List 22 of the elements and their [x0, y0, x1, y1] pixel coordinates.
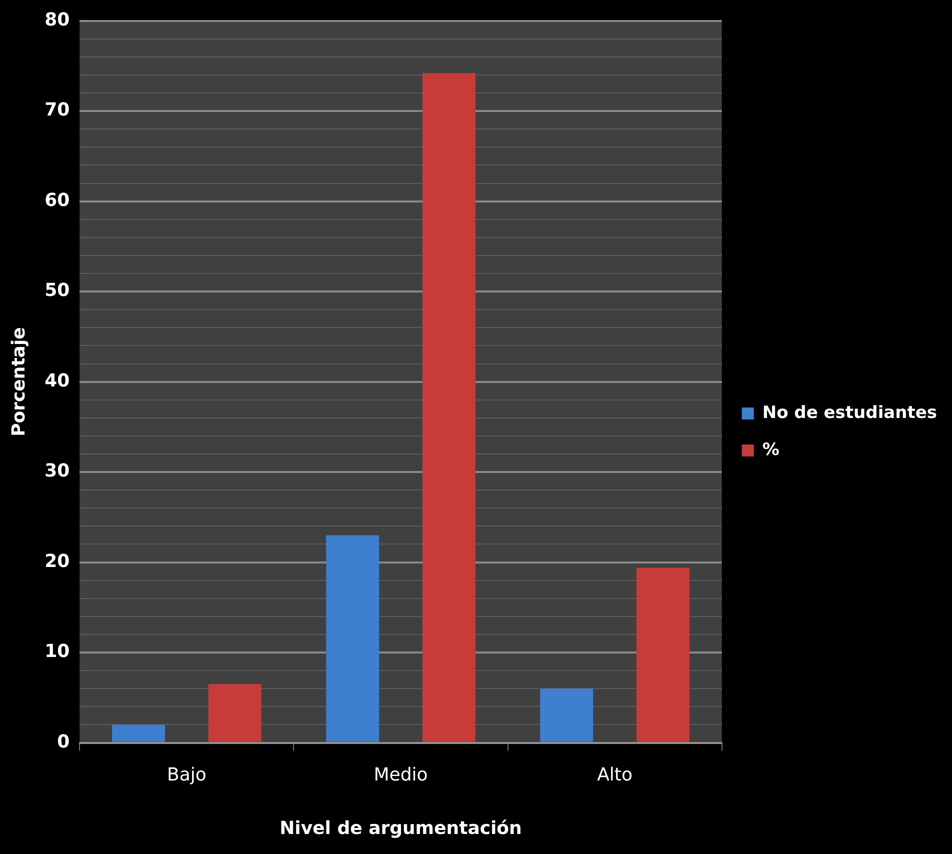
y-tick-label: 50 — [44, 280, 70, 302]
bar — [540, 688, 594, 742]
y-tick-label: 80 — [44, 9, 70, 30]
y-tick-label: 30 — [44, 460, 70, 482]
bar — [208, 684, 262, 742]
legend-label: No de estudiantes — [762, 402, 938, 423]
bar — [636, 568, 690, 742]
x-tick-label: Medio — [374, 764, 428, 786]
y-tick-label: 0 — [57, 731, 70, 752]
y-tick-label: 10 — [44, 641, 70, 662]
x-tick-label: Alto — [597, 764, 632, 786]
bar — [112, 724, 166, 742]
x-axis-title: Nivel de argumentación — [280, 818, 522, 839]
bar — [422, 73, 476, 742]
y-tick-label: 60 — [44, 190, 70, 211]
y-tick-label: 20 — [44, 550, 70, 572]
legend-label: % — [762, 440, 780, 460]
y-tick-label: 70 — [44, 100, 70, 121]
x-tick-label: Bajo — [166, 764, 206, 786]
y-axis-title: Porcentaje — [8, 327, 30, 436]
bar — [326, 535, 380, 742]
y-tick-label: 40 — [44, 370, 70, 392]
